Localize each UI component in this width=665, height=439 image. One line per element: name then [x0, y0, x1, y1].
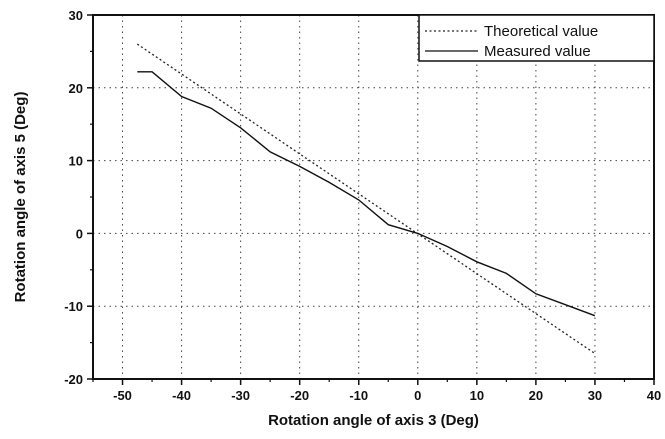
- y-tick-label: -20: [64, 372, 83, 387]
- x-tick-label: -40: [172, 388, 191, 403]
- y-tick-label: 10: [69, 154, 83, 169]
- x-tick-label: -50: [113, 388, 132, 403]
- x-axis-label: Rotation angle of axis 3 (Deg): [268, 412, 479, 429]
- grid-lines: [93, 15, 654, 379]
- x-tick-labels: -50 -40 -30 -20 -10 0 10 20 30 40: [113, 388, 661, 403]
- y-tick-label: -10: [64, 299, 83, 314]
- series-line-theoretical: [136, 43, 596, 355]
- x-tick-label: -10: [349, 388, 368, 403]
- legend-label-theoretical: Theoretical value: [484, 23, 598, 40]
- x-tick-label: 10: [470, 388, 484, 403]
- series-line-measured: [137, 71, 596, 317]
- axis-ticks: [87, 14, 655, 385]
- plot-frame: [92, 14, 655, 380]
- legend-box: [418, 14, 655, 62]
- y-tick-label: 30: [69, 8, 83, 23]
- y-tick-labels: -20 -10 0 10 20 30: [64, 8, 83, 387]
- x-tick-label: -30: [231, 388, 250, 403]
- y-tick-label: 0: [76, 226, 83, 241]
- x-tick-label: 30: [588, 388, 602, 403]
- legend-label-measured: Measured value: [484, 43, 591, 60]
- y-tick-label: 20: [69, 81, 83, 96]
- x-tick-label: 0: [414, 388, 421, 403]
- x-tick-label: 20: [529, 388, 543, 403]
- y-axis-label: Rotation angle of axis 5 (Deg): [12, 92, 29, 303]
- x-tick-label: -20: [290, 388, 309, 403]
- legend: Theoretical value Measured value: [418, 14, 655, 62]
- series-lines: [136, 43, 596, 355]
- x-tick-label: 40: [647, 388, 661, 403]
